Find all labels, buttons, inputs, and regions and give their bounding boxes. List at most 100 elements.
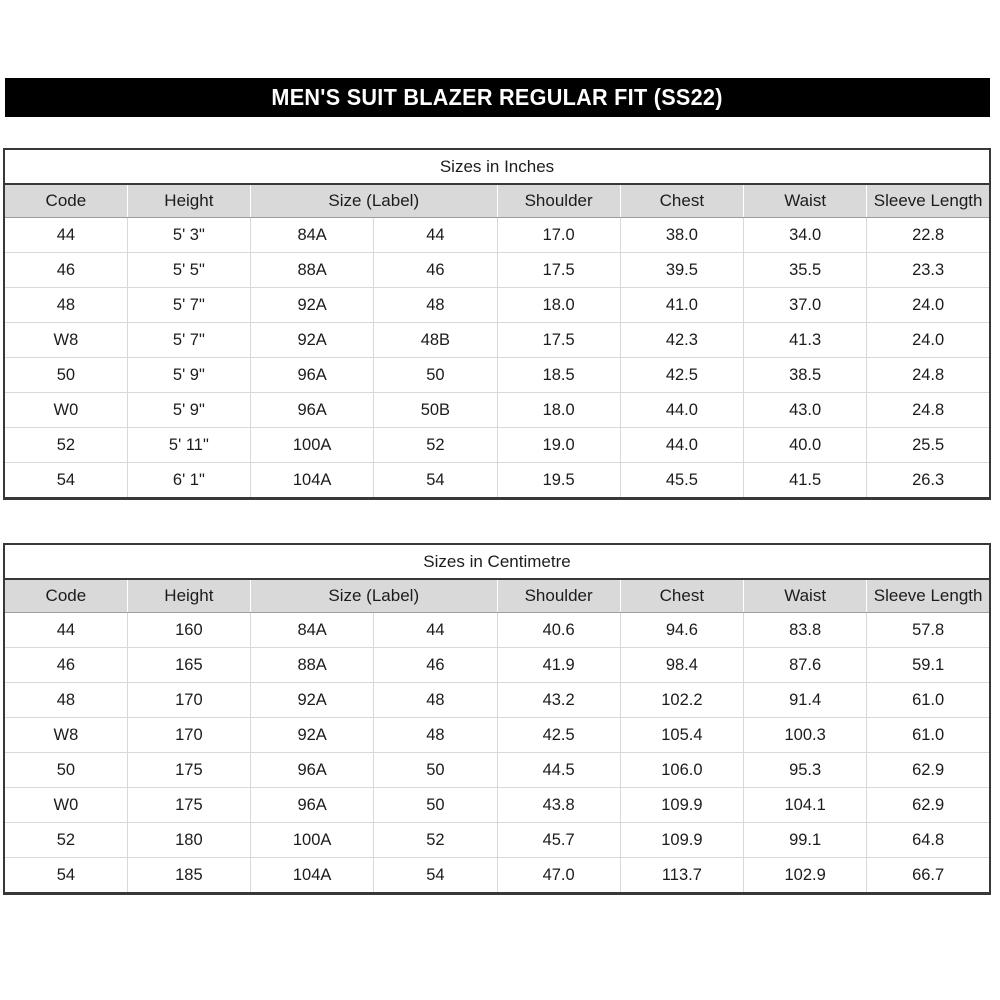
table-cell: 40.6	[496, 612, 621, 648]
table-cell: 175	[126, 752, 251, 788]
table-cell: 50	[4, 752, 128, 788]
table-row: 48 170 92A 48 43.2 102.2 91.4 61.0	[4, 682, 990, 718]
table-row: 44 160 84A 44 40.6 94.6 83.8 57.8	[4, 612, 990, 648]
table-cell: 106.0	[619, 752, 744, 788]
table-cell: 17.0	[496, 217, 621, 253]
table-row: W8 170 92A 48 42.5 105.4 100.3 61.0	[4, 717, 990, 753]
table-cell: 41.5	[742, 462, 867, 499]
table-cell: 91.4	[742, 682, 867, 718]
table-cell: 57.8	[866, 612, 990, 648]
table-cell: 6' 1"	[126, 462, 251, 499]
column-header-code: Code	[4, 184, 128, 218]
table-row: 50 175 96A 50 44.5 106.0 95.3 62.9	[4, 752, 990, 788]
table-cell: 44	[4, 612, 128, 648]
table-row: W8 5' 7" 92A 48B 17.5 42.3 41.3 24.0	[4, 322, 990, 358]
table-cell: 50	[4, 357, 128, 393]
table-cell: 100A	[249, 822, 374, 858]
table-cell: 84A	[249, 217, 374, 253]
table-cell: 61.0	[866, 682, 990, 718]
column-header-shoulder: Shoulder	[496, 579, 621, 613]
sizes-in-centimetre-table: Sizes in Centimetre Code Height Size (Label…	[3, 543, 991, 895]
table-cell: 43.8	[496, 787, 621, 823]
table-cell: 34.0	[742, 217, 867, 253]
table-row: 54 185 104A 54 47.0 113.7 102.9 66.7	[4, 857, 990, 894]
table-cell: 5' 11"	[126, 427, 251, 463]
table-cell: 98.4	[619, 647, 744, 683]
table-row: 52 5' 11" 100A 52 19.0 44.0 40.0 25.5	[4, 427, 990, 463]
table-cell: 54	[4, 462, 128, 499]
table-cell: 5' 9"	[126, 357, 251, 393]
table-cell: 43.0	[742, 392, 867, 428]
table-cell: 96A	[249, 392, 374, 428]
table-cell: 5' 7"	[126, 287, 251, 323]
table-row: 48 5' 7" 92A 48 18.0 41.0 37.0 24.0	[4, 287, 990, 323]
table-cell: W8	[4, 322, 128, 358]
column-header-size-label: Size (Label)	[250, 579, 497, 613]
table-cell: 38.5	[742, 357, 867, 393]
table-cell: 39.5	[619, 252, 744, 288]
table-cell: 100A	[249, 427, 374, 463]
table-row: 46 165 88A 46 41.9 98.4 87.6 59.1	[4, 647, 990, 683]
table-cell: 109.9	[619, 787, 744, 823]
title-banner: MEN'S SUIT BLAZER REGULAR FIT (SS22)	[5, 78, 990, 117]
table-cell: 41.0	[619, 287, 744, 323]
table-cell: 42.5	[496, 717, 621, 753]
table-cell: 84A	[249, 612, 374, 648]
column-header-row: Code Height Size (Label) Shoulder Chest Waist…	[4, 579, 990, 613]
column-header-row: Code Height Size (Label) Shoulder Chest Waist…	[4, 184, 990, 218]
table-cell: 48B	[373, 322, 497, 358]
table-cell: 102.2	[619, 682, 744, 718]
table-cell: 102.9	[742, 857, 867, 894]
table-cell: 38.0	[619, 217, 744, 253]
column-header-shoulder: Shoulder	[496, 184, 621, 218]
column-header-waist: Waist	[742, 184, 867, 218]
table-cell: 61.0	[866, 717, 990, 753]
column-header-height: Height	[126, 184, 251, 218]
table-cell: 48	[373, 717, 497, 753]
table-cell: 18.5	[496, 357, 621, 393]
table-cell: 66.7	[866, 857, 990, 894]
table-cell: 92A	[249, 322, 374, 358]
table-cell: 47.0	[496, 857, 621, 894]
table-cell: 104.1	[742, 787, 867, 823]
table-cell: 37.0	[742, 287, 867, 323]
table-cell: W0	[4, 787, 128, 823]
table-cell: 87.6	[742, 647, 867, 683]
column-header-chest: Chest	[619, 184, 744, 218]
table-cell: 5' 9"	[126, 392, 251, 428]
table-cell: 88A	[249, 252, 374, 288]
table-cell: 175	[126, 787, 251, 823]
table-cell: 24.0	[866, 322, 990, 358]
table-cell: 185	[126, 857, 251, 894]
table-cell: 96A	[249, 787, 374, 823]
table-cell: 50	[373, 357, 497, 393]
table-cell: 42.3	[619, 322, 744, 358]
table-cell: 94.6	[619, 612, 744, 648]
table-row: 44 5' 3" 84A 44 17.0 38.0 34.0 22.8	[4, 217, 990, 253]
table-cell: 24.0	[866, 287, 990, 323]
table-row: 54 6' 1" 104A 54 19.5 45.5 41.5 26.3	[4, 462, 990, 499]
table-cell: 43.2	[496, 682, 621, 718]
table-cell: 50	[373, 787, 497, 823]
table-cell: 25.5	[866, 427, 990, 463]
table-cell: W0	[4, 392, 128, 428]
table-cell: 5' 3"	[126, 217, 251, 253]
table-title: Sizes in Centimetre	[4, 544, 990, 580]
table-cell: 48	[373, 682, 497, 718]
table-cell: 17.5	[496, 252, 621, 288]
table-cell: 5' 7"	[126, 322, 251, 358]
table-cell: 52	[373, 822, 497, 858]
column-header-sleeve-length: Sleeve Length	[866, 579, 990, 613]
table-cell: 109.9	[619, 822, 744, 858]
table-cell: 113.7	[619, 857, 744, 894]
table-cell: 48	[4, 682, 128, 718]
table-cell: 83.8	[742, 612, 867, 648]
column-header-waist: Waist	[742, 579, 867, 613]
column-header-height: Height	[126, 579, 251, 613]
table-cell: 92A	[249, 682, 374, 718]
table-cell: 104A	[249, 857, 374, 894]
table-cell: 46	[373, 252, 497, 288]
table-cell: 18.0	[496, 392, 621, 428]
table-cell: 165	[126, 647, 251, 683]
